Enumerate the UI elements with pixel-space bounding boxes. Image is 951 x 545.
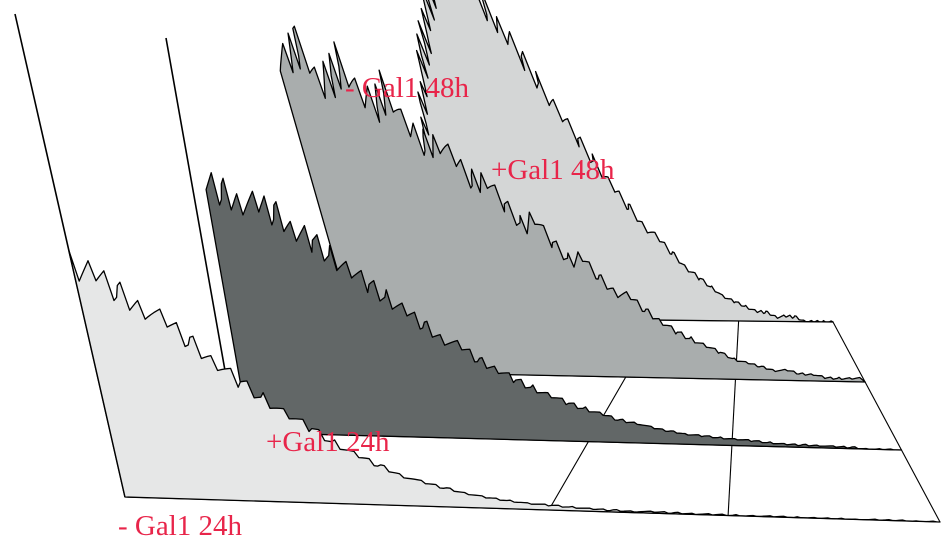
series-label-minus-gal1-48h: - Gal1 48h: [345, 72, 470, 104]
histogram-layer: [68, 0, 941, 523]
floor-grid-col-line-2: [727, 320, 740, 516]
histogram-area-0: [279, 25, 866, 383]
wall-line-1: [165, 37, 233, 411]
histogram-area-3: [68, 250, 941, 523]
floor-grid-col-line-3: [832, 321, 941, 523]
series-label-plus-gal1-48h: +Gal1 48h: [491, 154, 615, 186]
histogram-area-2: [205, 172, 903, 451]
series-label-plus-gal1-24h: +Gal1 24h: [266, 426, 390, 458]
series-label-minus-gal1-24h: - Gal1 24h: [118, 510, 243, 542]
